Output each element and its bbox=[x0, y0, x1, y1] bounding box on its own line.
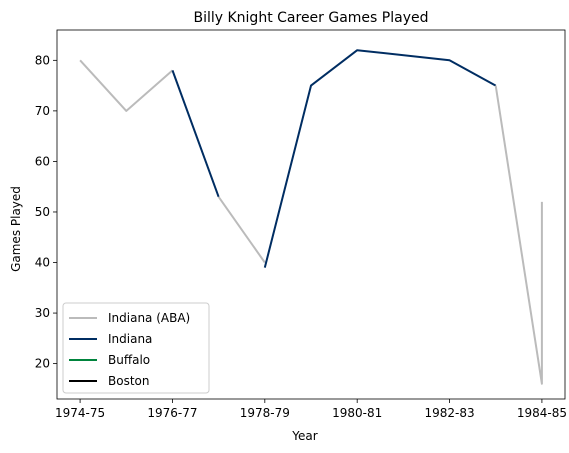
y-tick-label: 30 bbox=[35, 306, 50, 320]
x-axis: 1974-75 1976-77 1978-79 1980-81 1982-83 1984-… bbox=[55, 399, 567, 420]
series-line-1 bbox=[171, 70, 220, 198]
x-tick-label: 1980-81 bbox=[332, 406, 382, 420]
y-tick-label: 70 bbox=[35, 104, 50, 118]
series-line-0 bbox=[79, 59, 174, 112]
legend-label: Boston bbox=[108, 374, 149, 388]
x-tick-label: 1982-83 bbox=[424, 406, 474, 420]
x-axis-label: Year bbox=[291, 429, 317, 443]
y-tick-label: 50 bbox=[35, 205, 50, 219]
series-line-2 bbox=[217, 196, 266, 264]
chart-title: Billy Knight Career Games Played bbox=[193, 10, 428, 26]
series-line-3 bbox=[263, 49, 497, 268]
y-axis: 20 30 40 50 60 70 80 bbox=[35, 53, 57, 371]
x-tick-label: 1978-79 bbox=[240, 406, 290, 420]
x-tick-label: 1976-77 bbox=[147, 406, 197, 420]
legend-label: Indiana (ABA) bbox=[108, 311, 190, 325]
y-tick-label: 20 bbox=[35, 357, 50, 371]
legend: Indiana (ABA) Indiana Buffalo Boston bbox=[62, 302, 210, 394]
x-tick-label: 1974-75 bbox=[55, 406, 105, 420]
legend-box bbox=[62, 302, 210, 394]
legend-label: Buffalo bbox=[108, 353, 150, 367]
series-line-4 bbox=[494, 85, 543, 385]
y-tick-label: 40 bbox=[35, 256, 50, 270]
y-axis-label: Games Played bbox=[9, 186, 23, 272]
y-tick-label: 60 bbox=[35, 154, 50, 168]
legend-label: Indiana bbox=[108, 332, 152, 346]
plot-lines bbox=[79, 49, 543, 385]
y-tick-label: 80 bbox=[35, 53, 50, 67]
plot-frame bbox=[56, 29, 566, 400]
x-tick-label: 1984-85 bbox=[517, 406, 567, 420]
